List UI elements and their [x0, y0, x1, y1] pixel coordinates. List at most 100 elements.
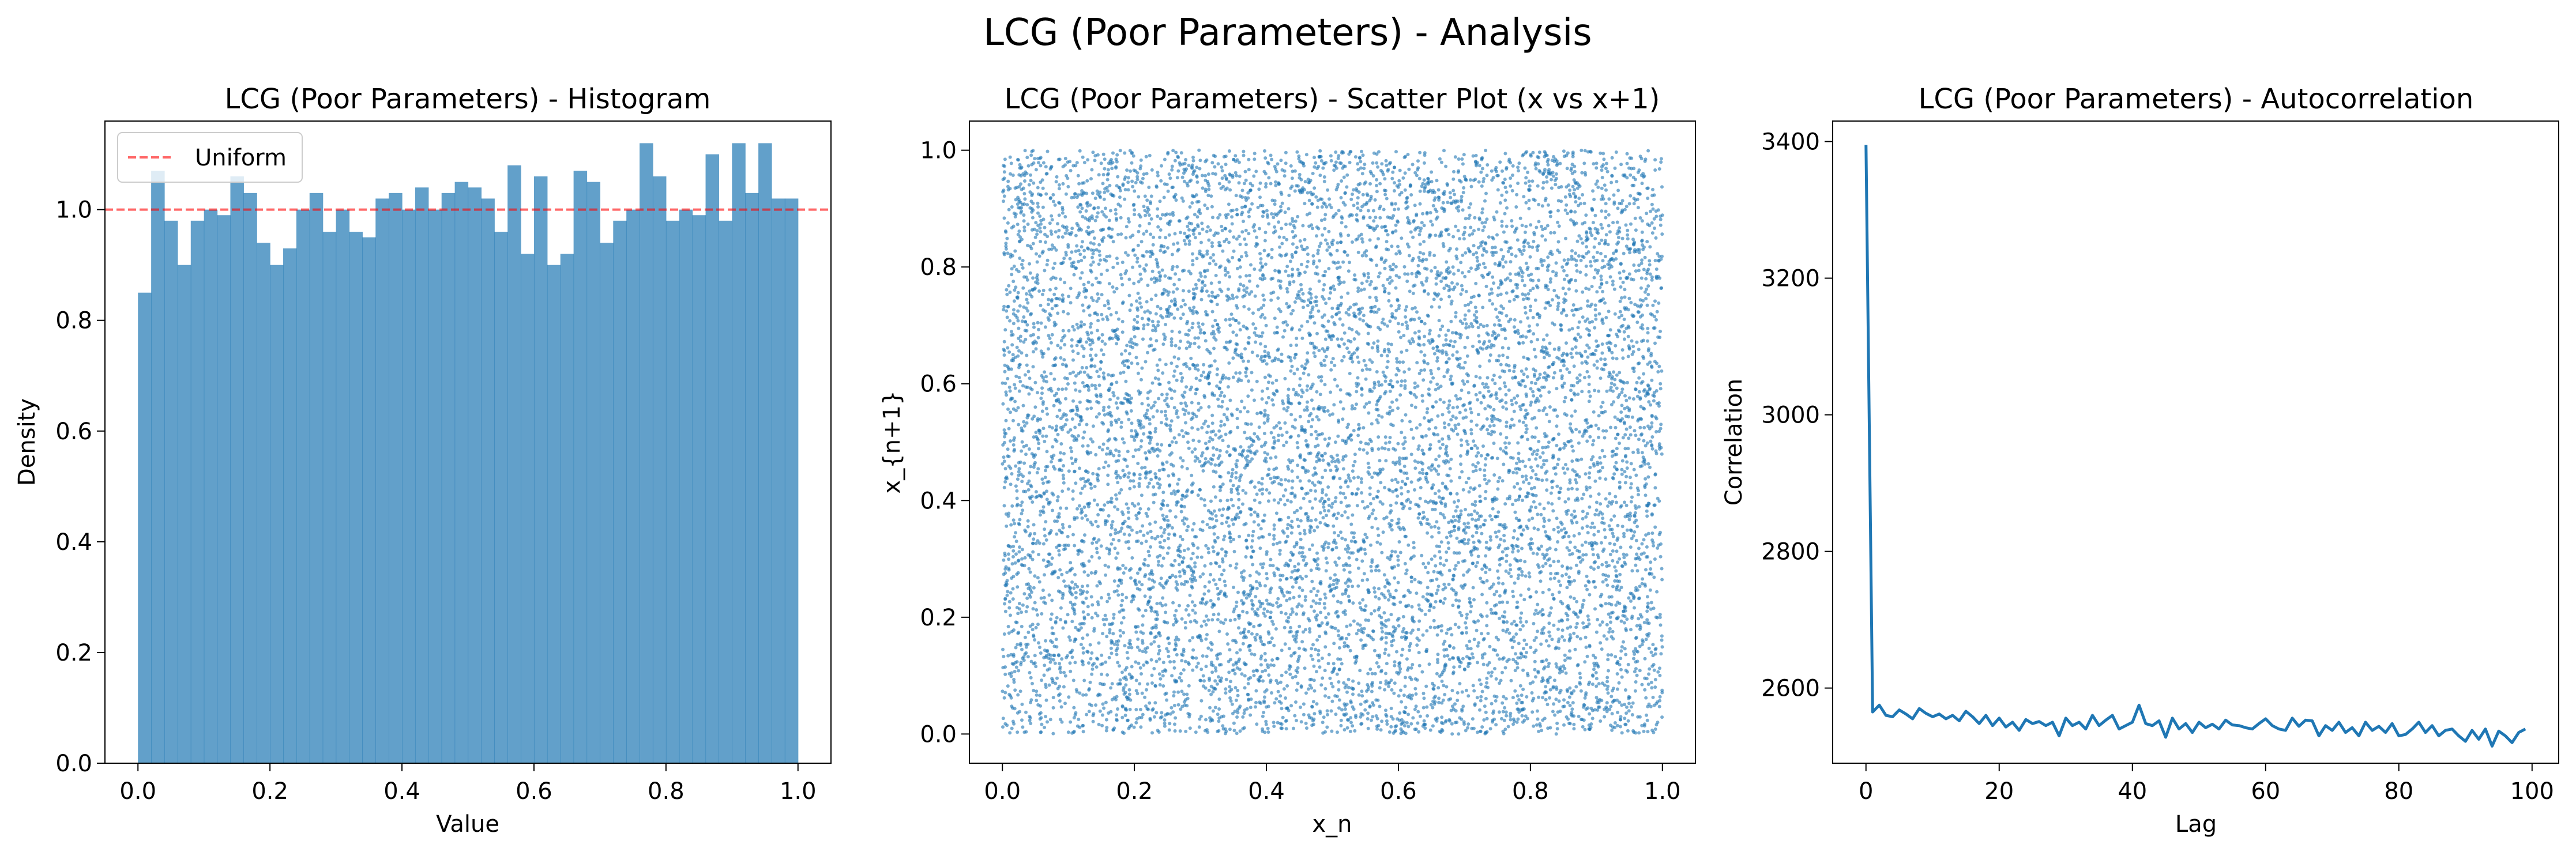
scatter-point	[1412, 340, 1416, 344]
scatter-point	[1168, 509, 1172, 513]
scatter-point	[1312, 587, 1316, 591]
scatter-point	[1447, 410, 1451, 414]
scatter-point	[1571, 303, 1575, 307]
scatter-point	[1355, 213, 1359, 217]
scatter-point	[1202, 363, 1206, 367]
scatter-point	[1530, 516, 1535, 521]
scatter-point	[1627, 414, 1630, 418]
scatter-point	[1025, 297, 1029, 301]
scatter-point	[1284, 727, 1288, 731]
scatter-point	[1347, 476, 1351, 480]
scatter-point	[1179, 672, 1183, 676]
scatter-point	[1589, 231, 1592, 235]
scatter-point	[1497, 529, 1501, 533]
scatter-point	[1505, 559, 1509, 563]
scatter-point	[1017, 229, 1021, 233]
scatter-point	[1255, 284, 1259, 288]
scatter-point	[1444, 447, 1448, 451]
scatter-point	[1185, 365, 1189, 368]
scatter-point	[1323, 694, 1327, 698]
scatter-point	[1509, 568, 1513, 572]
scatter-point	[1437, 439, 1441, 443]
scatter-point	[1089, 263, 1093, 267]
scatter-point	[1601, 259, 1605, 263]
scatter-point	[1116, 593, 1120, 597]
scatter-point	[1524, 620, 1528, 624]
scatter-point	[1008, 319, 1012, 323]
scatter-point	[1542, 525, 1545, 529]
scatter-point	[1034, 665, 1038, 669]
scatter-point	[1436, 433, 1440, 437]
histogram-xlabel: Value	[436, 811, 499, 838]
scatter-point	[1491, 718, 1495, 722]
scatter-point	[1092, 236, 1096, 240]
histogram-bar	[428, 209, 442, 764]
scatter-point	[1489, 608, 1493, 612]
scatter-point	[1068, 661, 1072, 665]
scatter-point	[1025, 323, 1029, 327]
scatter-point	[1071, 497, 1075, 501]
scatter-point	[1204, 419, 1208, 423]
scatter-point	[1070, 456, 1073, 460]
scatter-point	[1376, 408, 1380, 412]
scatter-point	[1480, 593, 1484, 597]
scatter-point	[1640, 542, 1644, 546]
scatter-point	[1115, 380, 1119, 384]
scatter-point	[1020, 440, 1024, 444]
scatter-point	[1057, 187, 1061, 191]
scatter-point	[1114, 493, 1118, 497]
scatter-point	[1208, 439, 1211, 443]
scatter-point	[1540, 465, 1544, 469]
scatter-point	[1546, 445, 1550, 449]
scatter-point	[1490, 702, 1494, 706]
scatter-point	[1253, 485, 1257, 489]
scatter-point	[1567, 328, 1571, 332]
scatter-point	[1530, 452, 1535, 456]
scatter-point	[1389, 613, 1393, 617]
scatter-point	[1160, 421, 1163, 425]
scatter-point	[1574, 345, 1578, 349]
scatter-point	[1235, 651, 1239, 655]
scatter-point	[1463, 313, 1467, 317]
scatter-point	[1074, 388, 1078, 392]
scatter-point	[1583, 660, 1587, 664]
scatter-point	[1393, 660, 1397, 664]
scatter-point	[1594, 182, 1598, 186]
scatter-point	[1329, 159, 1333, 163]
scatter-point	[1242, 305, 1246, 308]
scatter-point	[1432, 687, 1436, 691]
scatter-point	[1329, 368, 1333, 372]
scatter-point	[1475, 454, 1479, 458]
scatter-point	[1370, 360, 1374, 364]
scatter-point	[1592, 525, 1596, 529]
scatter-point	[1052, 292, 1056, 296]
scatter-point	[1199, 624, 1204, 628]
scatter-point	[1378, 271, 1382, 275]
scatter-point	[1592, 661, 1596, 665]
scatter-point	[1195, 555, 1199, 559]
scatter-point	[1119, 581, 1123, 585]
scatter-point	[1259, 257, 1263, 261]
scatter-point	[1536, 629, 1539, 633]
scatter-point	[1248, 436, 1252, 440]
scatter-point	[1318, 393, 1322, 397]
scatter-point	[1105, 178, 1110, 182]
scatter-point	[1338, 317, 1342, 321]
scatter-point	[1021, 259, 1025, 262]
scatter-point	[1236, 515, 1240, 519]
scatter-point	[1173, 613, 1177, 617]
scatter-point	[1320, 205, 1324, 209]
scatter-point	[1413, 707, 1417, 711]
scatter-point	[1484, 554, 1488, 558]
scatter-point	[1356, 628, 1360, 632]
scatter-point	[1255, 412, 1259, 416]
scatter-point	[1037, 289, 1041, 293]
scatter-point	[1405, 456, 1409, 460]
scatter-point	[1023, 149, 1027, 153]
scatter-point	[1107, 655, 1111, 659]
histogram-bar	[547, 265, 561, 763]
scatter-point	[1467, 309, 1471, 313]
scatter-point	[1375, 161, 1379, 165]
scatter-point	[1631, 534, 1635, 538]
scatter-point	[1203, 275, 1207, 279]
